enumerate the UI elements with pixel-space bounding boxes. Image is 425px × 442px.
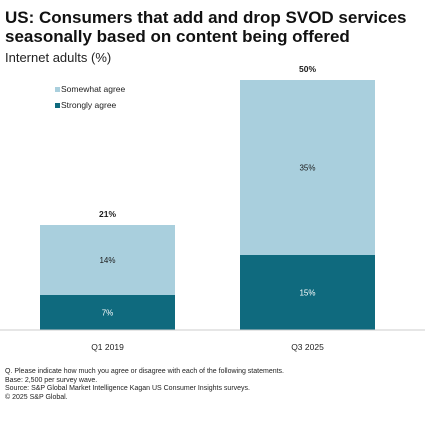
bar-segment-strongly-agree bbox=[40, 295, 175, 330]
chart-subtitle: Internet adults (%) bbox=[5, 50, 112, 65]
footnotes: Q. Please indicate how much you agree or… bbox=[5, 368, 420, 402]
copyright-note: © 2025 S&P Global. bbox=[5, 393, 68, 401]
x-tick-label: Q1 2019 bbox=[91, 342, 124, 352]
data-label: 15% bbox=[299, 289, 315, 298]
total-label: 21% bbox=[99, 209, 116, 219]
source-note: Source: S&P Global Market Intelligence K… bbox=[5, 385, 250, 392]
bar-segment-strongly-agree bbox=[240, 255, 375, 330]
bar-segment-somewhat-agree bbox=[240, 80, 375, 255]
legend-label: Somewhat agree bbox=[61, 84, 126, 94]
base-note: Base: 2,500 per survey wave. bbox=[5, 376, 98, 384]
legend-swatch bbox=[55, 103, 60, 108]
bar-segment-somewhat-agree bbox=[40, 225, 175, 295]
total-label: 50% bbox=[299, 64, 316, 74]
legend-swatch bbox=[55, 87, 60, 92]
chart-title: US: Consumers that add and drop SVOD ser… bbox=[5, 8, 407, 46]
data-label: 35% bbox=[299, 164, 315, 173]
legend-label: Strongly agree bbox=[61, 100, 117, 110]
data-label: 7% bbox=[102, 309, 114, 318]
question-note: Q. Please indicate how much you agree or… bbox=[5, 368, 284, 375]
x-tick-label: Q3 2025 bbox=[291, 342, 324, 352]
data-label: 14% bbox=[99, 256, 115, 265]
